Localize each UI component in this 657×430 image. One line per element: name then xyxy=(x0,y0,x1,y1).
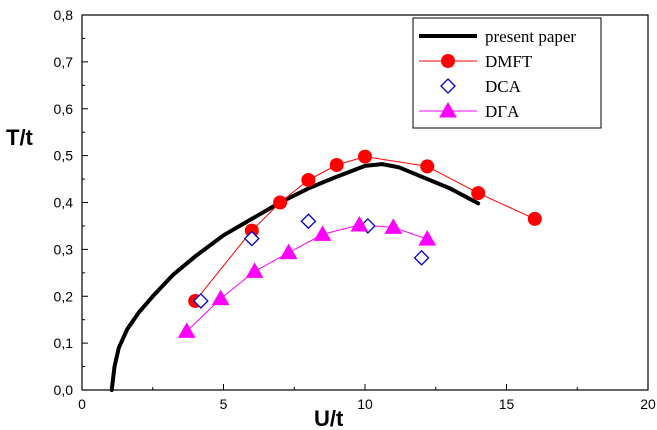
data-point xyxy=(211,289,230,306)
data-point xyxy=(350,215,369,232)
data-point xyxy=(301,173,316,187)
x-axis-title: U/t xyxy=(314,406,344,430)
y-tick-label: 0,0 xyxy=(54,382,74,398)
legend: present paper DMFT DCA DΓA xyxy=(412,17,602,129)
legend-marker xyxy=(440,78,456,94)
y-axis-title: T/t xyxy=(6,125,34,150)
series-line xyxy=(109,162,481,392)
data-point xyxy=(313,225,332,241)
y-tick-label: 0,8 xyxy=(54,7,74,23)
legend-label: DΓA xyxy=(485,102,520,121)
y-tick-label: 0,7 xyxy=(54,54,74,70)
data-point xyxy=(243,230,260,247)
x-tick-label: 20 xyxy=(640,396,656,412)
legend-marker xyxy=(441,54,455,68)
data-point xyxy=(384,218,403,234)
y-tick-label: 0,6 xyxy=(54,101,74,117)
data-point xyxy=(245,262,264,278)
data-point xyxy=(527,211,542,226)
data-point xyxy=(471,186,486,201)
data-point xyxy=(279,243,298,260)
data-point xyxy=(177,322,196,338)
y-tick-label: 0,3 xyxy=(54,241,74,257)
legend-label: DCA xyxy=(485,77,522,96)
data-point xyxy=(413,249,430,266)
x-tick-label: 15 xyxy=(499,396,515,412)
data-point xyxy=(358,149,372,164)
y-tick-label: 0,5 xyxy=(54,148,74,164)
x-tick-label: 5 xyxy=(220,396,228,412)
data-point xyxy=(420,159,435,174)
y-tick-label: 0,1 xyxy=(54,335,74,351)
data-point xyxy=(192,293,209,309)
legend-label: present paper xyxy=(485,27,576,46)
series-line xyxy=(186,224,428,332)
legend-label: DMFT xyxy=(485,52,533,71)
y-tick-label: 0,4 xyxy=(54,195,74,211)
data-point xyxy=(418,230,437,246)
data-point xyxy=(273,195,288,210)
legend-marker xyxy=(439,101,457,118)
x-tick-label: 10 xyxy=(357,396,373,412)
data-point xyxy=(300,213,317,230)
data-point xyxy=(329,158,344,172)
y-tick-label: 0,2 xyxy=(54,288,74,304)
x-tick-label: 0 xyxy=(78,396,86,412)
